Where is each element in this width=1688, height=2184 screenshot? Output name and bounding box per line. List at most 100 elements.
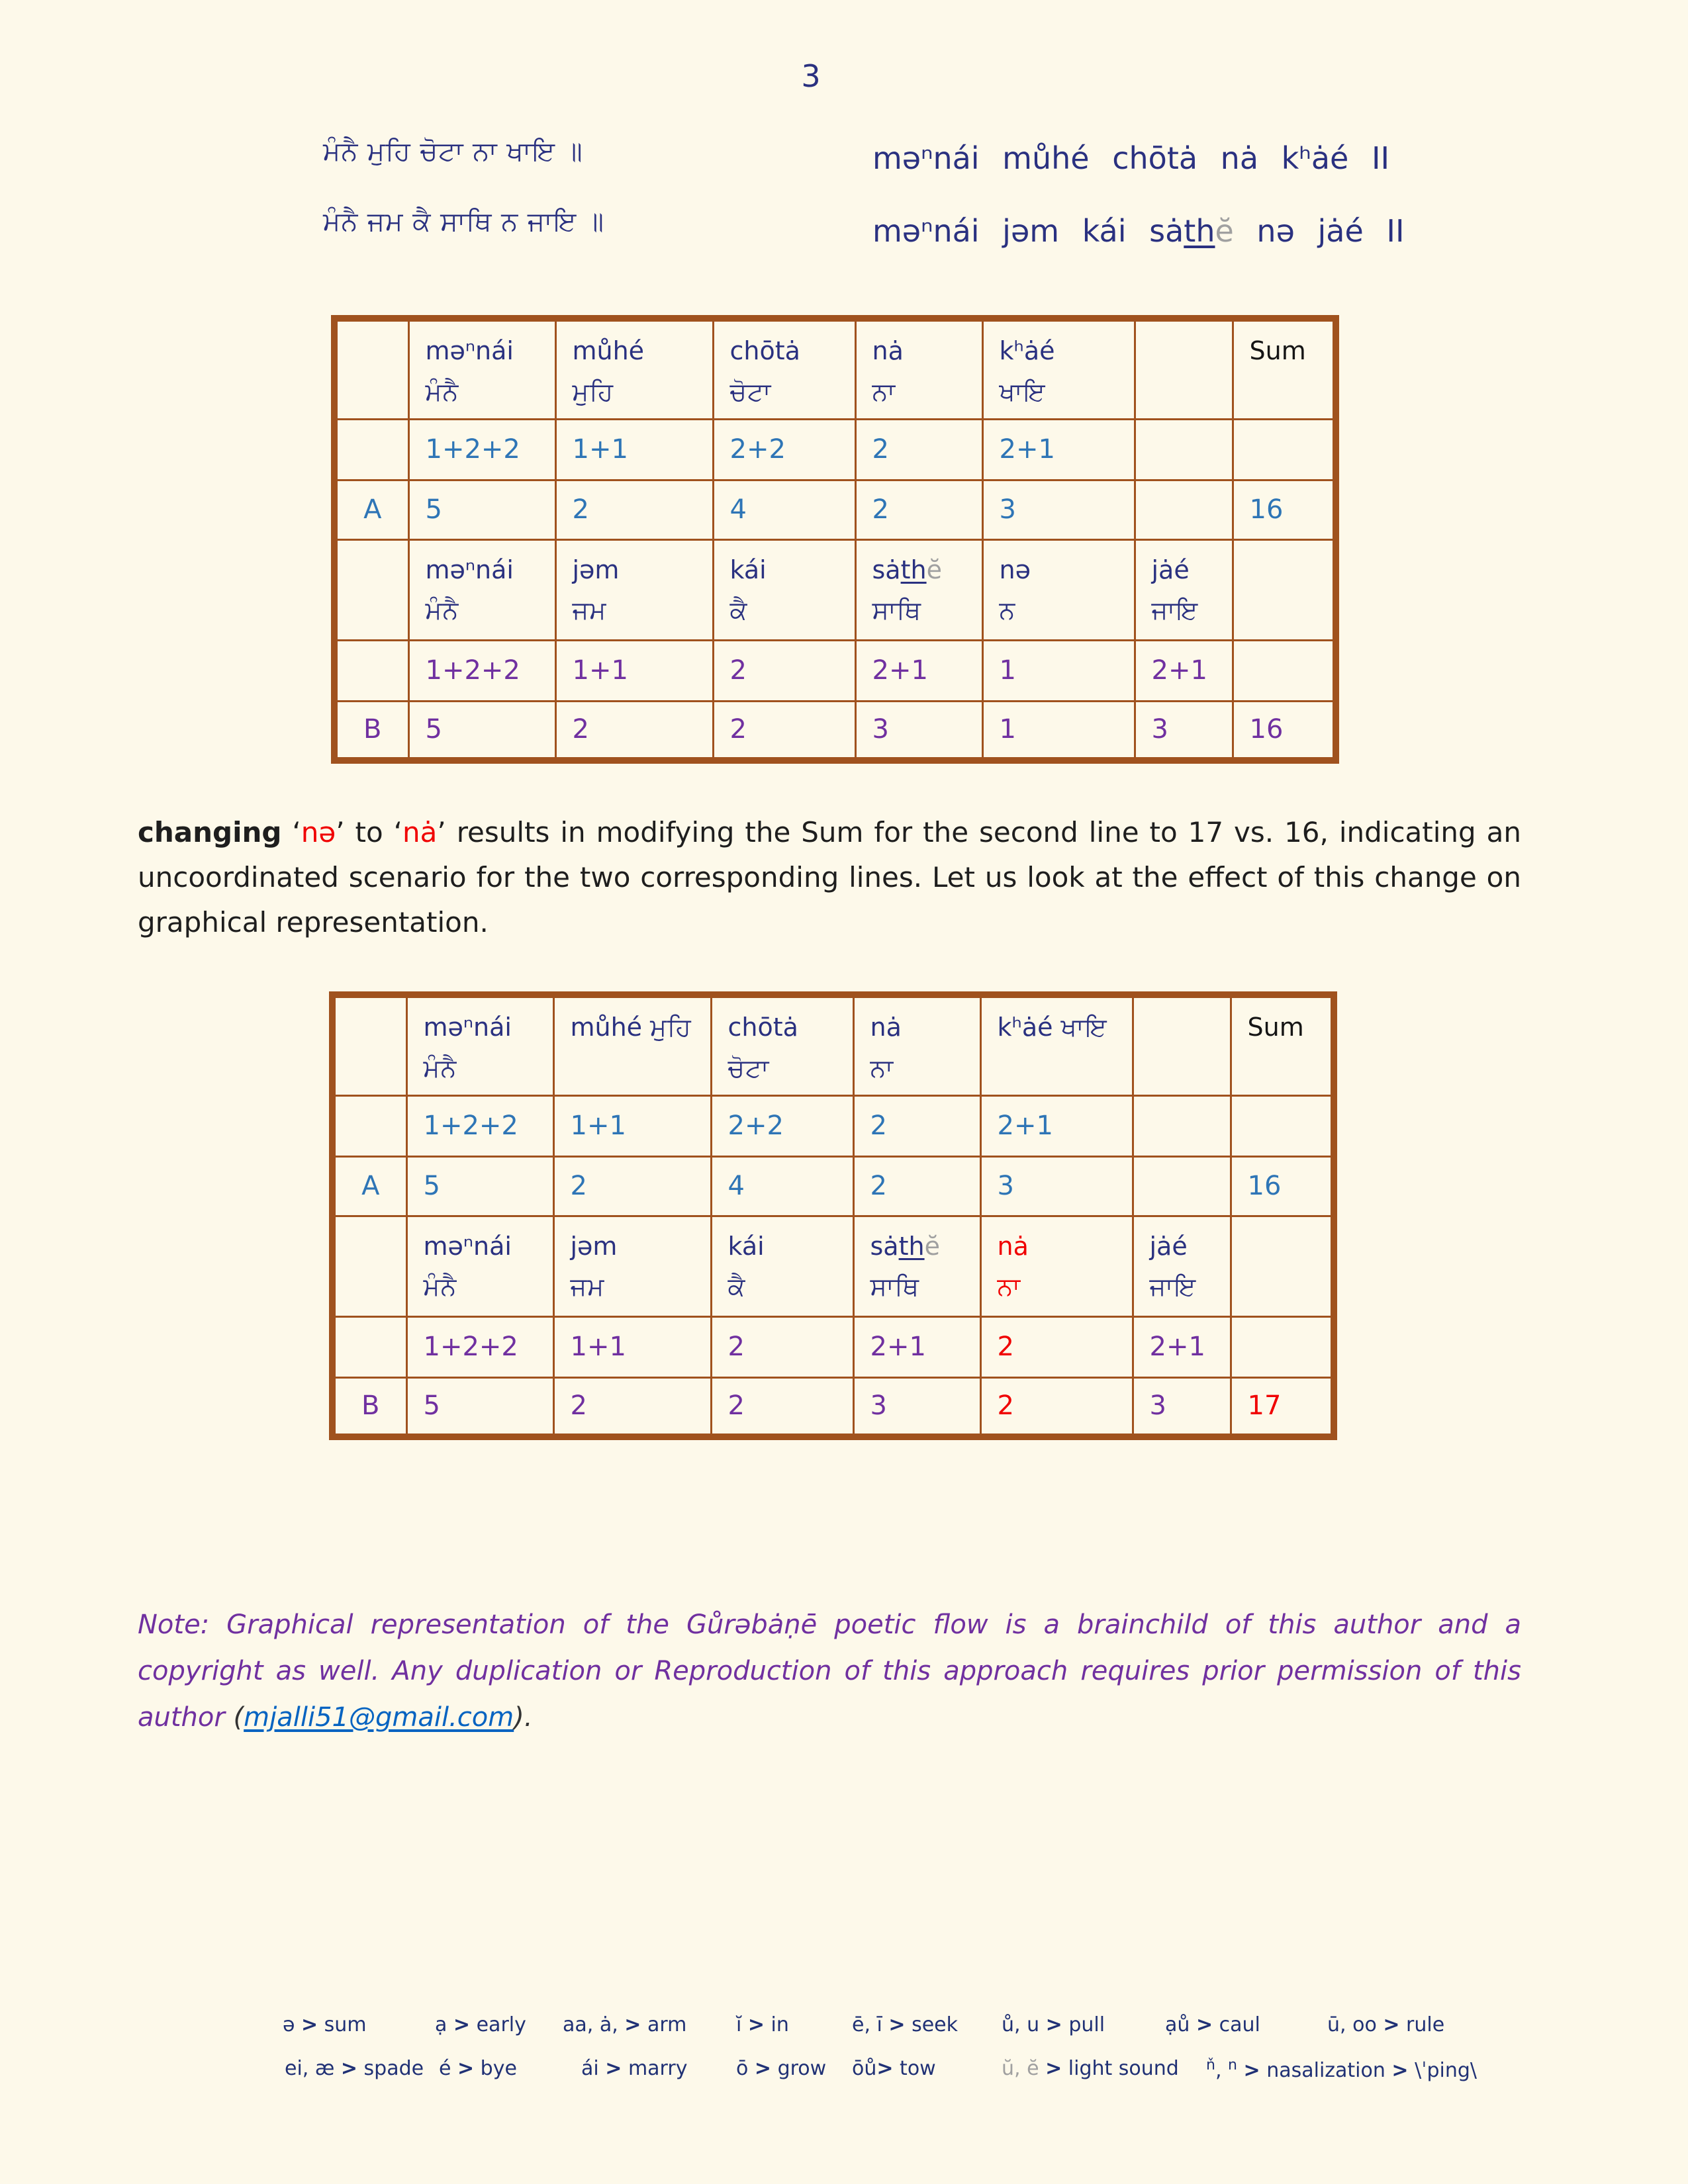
page-number: 3 [801,58,821,94]
syllable-table-modified: məⁿnái ਮੰਨੈ můhé ਮੁਹਿ chōtȧ ਚੋਟਾ nȧ ਨਾ kʰȧé ਖਾਇ… [329,991,1337,1440]
table-cell: jəm ਜਮ [552,1214,712,1318]
body-paragraph: changing ‘nə’ to ‘nȧ’ results in modifyi… [138,816,1522,938]
table-cell: 5 [405,1376,555,1438]
glossary-item: ŭ, ĕ > light sound [1002,2057,1179,2080]
table-cell: məⁿnái ਮੰਨੈ [407,538,557,641]
table-cell: 2 [854,418,984,481]
table-cell: 2 [852,1155,982,1217]
table-cell: 4 [710,1155,855,1217]
table-row-words: məⁿnái ਮੰਨੈ jəm ਜਮ kái ਕੈ sȧthĕ ਸਾਥਿ nə ਨ jȧé ਜਾਇ [333,538,1337,641]
table-cell: 3 [981,478,1136,541]
table-cell: můhé ਮੁਹਿ [552,993,712,1097]
table-cell [333,639,410,702]
table-cell [331,1094,408,1158]
copyright-note: Note: Graphical representation of the Gů… [138,1610,1521,1733]
table-cell: 2 [979,1315,1134,1379]
table-cell: nȧ ਨਾ [854,317,984,420]
table-row-words: məⁿnái ਮੰਨੈ jəm ਜਮ kái ਕੈ sȧthĕ ਸਾਥਿ nȧ ਨਾ jȧé ਜਾਇ [331,1214,1335,1318]
table-cell: 2+1 [979,1094,1134,1158]
table-cell [1133,418,1234,481]
table-row-counts: 1+2+2 1+1 2 2+1 2 2+1 [331,1315,1335,1379]
table-cell: 2 [854,478,984,541]
glossary-item: ē, ī > seek [852,2013,958,2036]
table-cell: 1+2+2 [405,1094,555,1158]
table-cell: 2 [710,1376,855,1438]
table-cell [1231,538,1337,641]
glossary-item: ů, u > pull [1002,2013,1105,2036]
syllable-table-original: məⁿnái ਮੰਨੈ můhé ਮੁਹਿ chōtȧ ਚੋਟਾ nȧ ਨਾ kʰȧé ਖਾਇ Su… [331,315,1339,764]
table-cell: jȧé ਜਾਇ [1131,1214,1232,1318]
table-row-counts: 1+2+2 1+1 2 2+1 1 2+1 [333,639,1337,702]
table-cell: 3 [1133,700,1234,762]
table-cell: 2+2 [712,418,857,481]
table-cell [1229,1214,1335,1318]
table-cell: 2 [554,478,714,541]
table-cell: 2 [552,1155,712,1217]
table-cell: jȧé ਜਾਇ [1133,538,1234,641]
verse-line1-transliteration: məⁿnái můhé chōtȧ nȧ kʰȧé II [872,140,1390,176]
table-cell: 1+2+2 [407,418,557,481]
table-cell [333,538,410,641]
glossary-item: ĭ > in [736,2013,789,2036]
table-cell: sȧthĕ ਸਾਥਿ [854,538,984,641]
table-cell: 3 [1131,1376,1232,1438]
table-cell: 1 [981,700,1136,762]
table-cell: 4 [712,478,857,541]
table-cell: 2 [710,1315,855,1379]
table-row-values: A 5 2 4 2 3 16 [331,1155,1335,1217]
table-row-values: B 5 2 2 3 1 3 16 [333,700,1337,762]
table-cell: můhé ਮੁਹਿ [554,317,714,420]
table-cell: chōtȧ ਚੋਟਾ [710,993,855,1097]
table-cell: məⁿnái ਮੰਨੈ [405,993,555,1097]
table-cell [1131,993,1232,1097]
table-cell: Sum [1231,317,1337,420]
glossary-item: aa, ȧ, > arm [563,2013,687,2036]
table-row-values: A 5 2 4 2 3 16 [333,478,1337,541]
glossary-item: ň, n > nasalization > \ˈping\ [1206,2057,1477,2082]
table-cell: 2+1 [852,1315,982,1379]
table-modified: məⁿnái ਮੰਨੈ můhé ਮੁਹਿ chōtȧ ਚੋਟਾ nȧ ਨਾ kʰȧé ਖਾਇ… [329,991,1337,1440]
table-cell: 1+1 [552,1094,712,1158]
table-cell: 2+2 [710,1094,855,1158]
table-cell: 16 [1229,1155,1335,1217]
table-cell: sȧthĕ ਸਾਥਿ [852,1214,982,1318]
table-cell [1231,418,1337,481]
table-row-values: B 5 2 2 3 2 3 17 [331,1376,1335,1438]
glossary-item: ạ > early [435,2013,526,2036]
table-row-counts: 1+2+2 1+1 2+2 2 2+1 [331,1094,1335,1158]
glossary-item: ə > sum [283,2013,367,2036]
table-cell: kʰȧé ਖਾਇ [981,317,1136,420]
table-cell: 3 [854,700,984,762]
email-link[interactable]: mjalli51@gmail.com [244,1702,514,1733]
verse-line2-transliteration: məⁿnái jəm kái sȧthĕ nə jȧé II [872,213,1405,249]
glossary-item: ū, oo > rule [1327,2013,1445,2036]
table-row-words: məⁿnái ਮੰਨੈ můhé ਮੁਹਿ chōtȧ ਚੋਟਾ nȧ ਨਾ kʰȧé ਖਾਇ Su… [333,317,1337,420]
table-row-words: məⁿnái ਮੰਨੈ můhé ਮੁਹਿ chōtȧ ਚੋਟਾ nȧ ਨਾ kʰȧé ਖਾਇ… [331,993,1335,1097]
table-cell: 1 [981,639,1136,702]
table-cell [1133,478,1234,541]
glossary-item: ạů > caul [1165,2013,1260,2036]
table-cell: 1+1 [554,418,714,481]
table-cell: 2 [712,700,857,762]
table-original: məⁿnái ਮੰਨੈ můhé ਮੁਹਿ chōtȧ ਚੋਟਾ nȧ ਨਾ kʰȧé ਖਾਇ Su… [331,315,1339,764]
verse-line2-gurmukhi: ਮੰਨੈ ਜਮ ਕੈ ਸਾਥਿ ਨ ਜਾਇ ॥ [323,206,604,237]
table-cell [333,418,410,481]
table-cell: 16 [1231,700,1337,762]
table-cell [333,317,410,420]
table-cell: chōtȧ ਚੋਟਾ [712,317,857,420]
glossary-item: ōů> tow [852,2057,936,2080]
table-cell: A [333,478,410,541]
table-cell: 2+1 [981,418,1136,481]
table-cell: 17 [1229,1376,1335,1438]
table-cell [331,1214,408,1318]
glossary-item: ō > grow [736,2057,827,2080]
glossary-item: ái > marry [581,2057,688,2080]
verse-line1-gurmukhi: ਮੰਨੈ ਮੁਹਿ ਚੋਟਾ ਨਾ ਖਾਇ ॥ [323,136,583,167]
table-cell: 2 [852,1094,982,1158]
table-cell [1229,1315,1335,1379]
table-cell: 3 [979,1155,1134,1217]
table-cell [1131,1094,1232,1158]
table-cell: məⁿnái ਮੰਨੈ [405,1214,555,1318]
table-cell: nȧ ਨਾ [979,1214,1134,1318]
